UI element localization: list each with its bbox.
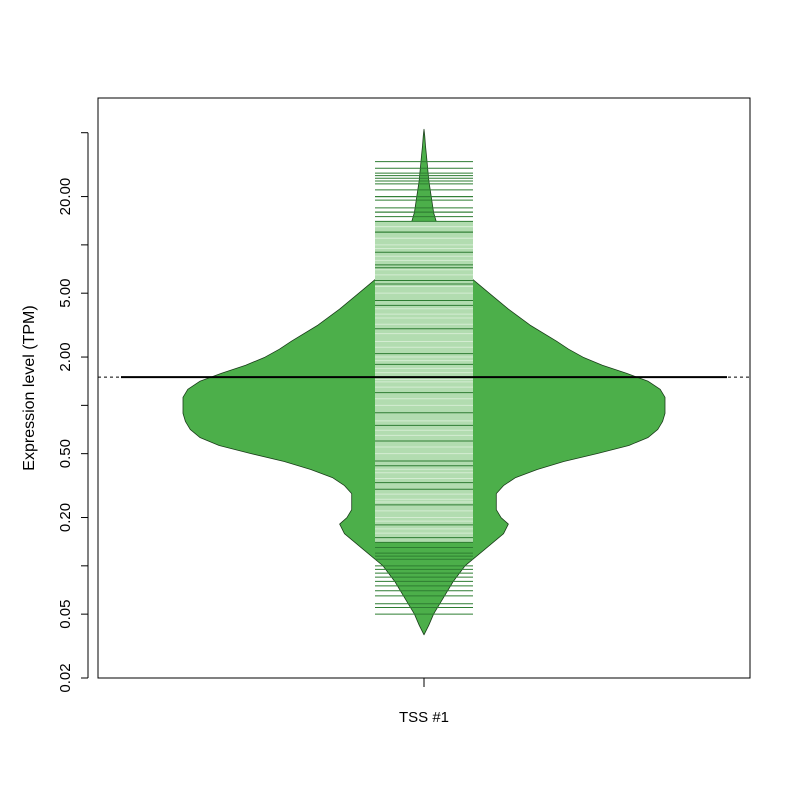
y-tick-label: 0.50 bbox=[57, 439, 74, 468]
y-tick-label: 0.05 bbox=[57, 600, 74, 629]
observation-rug bbox=[375, 161, 473, 615]
y-axis-title: Expression level (TPM) bbox=[21, 305, 38, 470]
y-tick-label: 0.02 bbox=[57, 663, 74, 692]
x-tick-label: TSS #1 bbox=[399, 709, 449, 726]
y-axis: 0.02 0.05 0.20 0.50 2.00 5.00 20.00 bbox=[57, 132, 89, 693]
y-tick-label: 20.00 bbox=[57, 178, 74, 216]
y-tick-label: 5.00 bbox=[57, 279, 74, 308]
y-tick-label: 0.20 bbox=[57, 503, 74, 532]
y-tick-label: 2.00 bbox=[57, 342, 74, 371]
x-axis: TSS #1 bbox=[399, 678, 449, 726]
